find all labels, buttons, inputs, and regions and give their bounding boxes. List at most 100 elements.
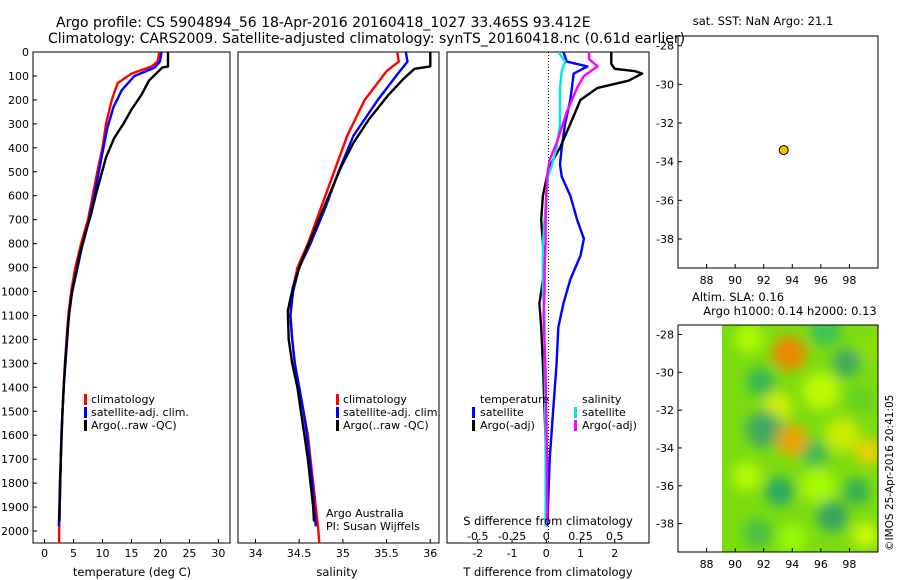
x-tick-label: 30 — [211, 547, 225, 560]
diff-legend-t-sat: satellite — [480, 406, 524, 419]
sla-x-axis: 88 90 92 94 96 98 — [700, 548, 856, 571]
difference-panel: -2 -1 0 1 2 -0.5 -0.25 0 0.25 0.5 T difference fr… — [446, 51, 650, 579]
x-tick-label: 92 — [757, 558, 771, 571]
y-tick-label: 1700 — [1, 453, 29, 466]
x-tick-label: 0 — [41, 547, 48, 560]
diff-legend-t-argo: Argo(-adj) — [480, 419, 535, 432]
series-line-argo-raw-qc — [58, 52, 170, 522]
sla-blob — [778, 524, 807, 552]
series-line-salinity-argo-adj — [542, 52, 599, 522]
y-tick-label: -38 — [656, 518, 674, 531]
diff-legend-swatch-t-sat — [472, 407, 475, 418]
x-tick-label: 34 — [248, 547, 262, 560]
sla-blob — [746, 367, 776, 397]
legend-label-argo: Argo(..raw -QC) — [91, 419, 177, 432]
temperature-panel: 0100200300400500600700800900100011001200… — [1, 46, 231, 579]
sla-blob — [802, 372, 840, 410]
y-tick-label: 800 — [8, 238, 29, 251]
sst-y-axis: -28 -30 -32 -34 -36 -38 — [656, 40, 682, 246]
series-line-temperature-argo-adj — [538, 52, 644, 522]
sal-legend-swatch-climatology — [336, 394, 339, 405]
sla-blob — [800, 468, 836, 503]
x-tick-label: 96 — [814, 558, 828, 571]
temperature-legend: climatology satellite-adj. clim. Argo(..… — [84, 393, 189, 432]
y-tick-label: 1100 — [1, 309, 29, 322]
y-tick-label: 1600 — [1, 429, 29, 442]
series-line-satellite-adj-clim — [289, 52, 409, 527]
diff-legend-s-argo: Argo(-adj) — [582, 419, 637, 432]
sst-title: sat. SST: NaN Argo: 21.1 — [693, 14, 834, 28]
temperature-xlabel: temperature (deg C) — [73, 565, 191, 579]
top-tick-label: 0.25 — [568, 530, 593, 543]
y-tick-label: 900 — [8, 262, 29, 275]
header-line2: Climatology: CARS2009. Satellite-adjuste… — [48, 31, 685, 47]
sla-heatmap — [722, 325, 878, 552]
sla-y-axis: -28 -30 -32 -34 -36 -38 — [656, 328, 682, 531]
sla-blob — [745, 410, 783, 448]
difference-x-axis: -2 -1 0 1 2 -0.5 -0.25 0 0.25 0.5 — [467, 530, 623, 560]
series-line-satellite-adj-clim — [57, 52, 163, 527]
sla-blob — [843, 478, 870, 505]
sla-blob — [776, 424, 808, 457]
top-tick-label: 0.5 — [606, 530, 624, 543]
x-tick-label: 15 — [125, 547, 139, 560]
salinity-panel: 34 34.5 35 35.5 36 salinity climatology sate… — [237, 51, 441, 579]
difference-xlabel: T difference from climatology — [462, 565, 633, 579]
y-tick-label: -30 — [656, 366, 674, 379]
x-tick-label: 92 — [757, 274, 771, 287]
salinity-x-axis: 34 34.5 35 35.5 36 — [248, 539, 437, 560]
difference-top-xlabel: S difference from climatology — [463, 514, 633, 528]
annotation-pi: PI: Susan Wijffels — [326, 520, 420, 533]
sst-frame — [677, 35, 879, 269]
y-tick-label: 1800 — [1, 477, 29, 490]
x-tick-label: 94 — [785, 558, 799, 571]
salinity-legend: climatology satellite-adj. clim. Argo(..… — [336, 393, 441, 432]
annotation-argo-australia: Argo Australia — [326, 507, 404, 520]
salinity-frame — [237, 51, 440, 544]
sla-blob — [816, 500, 848, 532]
diff-legend-title-temperature: temperature — [480, 393, 549, 406]
x-tick-label: -1 — [507, 547, 518, 560]
y-tick-label: -28 — [656, 40, 674, 53]
temperature-series — [57, 52, 170, 543]
diff-legend-swatch-t-argo — [472, 420, 475, 431]
x-tick-label: 10 — [96, 547, 110, 560]
top-tick-label: -0.25 — [498, 530, 526, 543]
sla-title: Altim. SLA: 0.16 — [692, 290, 784, 304]
x-tick-label: 98 — [842, 274, 856, 287]
imos-watermark: ©IMOS 25-Apr-2016 20:41:05 — [884, 395, 896, 551]
y-tick-label: 400 — [8, 142, 29, 155]
sal-legend-swatch-satellite — [336, 407, 339, 418]
top-tick-label: -0.5 — [467, 530, 488, 543]
x-tick-label: -2 — [472, 547, 483, 560]
salinity-xlabel: salinity — [316, 565, 357, 579]
sla-blob — [825, 417, 860, 452]
y-tick-label: 1900 — [1, 501, 29, 514]
sal-legend-label-argo: Argo(..raw -QC) — [343, 419, 429, 432]
sla-blob — [858, 336, 878, 363]
x-tick-label: 88 — [700, 274, 714, 287]
temperature-x-axis: 0 5 10 15 20 25 30 — [41, 539, 225, 560]
sla-blob — [743, 518, 773, 548]
diff-legend-swatch-s-sat — [574, 407, 577, 418]
sla-blob — [802, 440, 829, 467]
x-tick-label: 90 — [728, 274, 742, 287]
top-tick-label: 0 — [543, 530, 550, 543]
x-tick-label: 98 — [842, 558, 856, 571]
x-tick-label: 96 — [814, 274, 828, 287]
y-tick-label: 1500 — [1, 405, 29, 418]
legend-label-climatology: climatology — [91, 393, 155, 406]
sla-frame — [677, 324, 879, 553]
x-tick-label: 25 — [182, 547, 196, 560]
y-tick-label: -32 — [656, 404, 674, 417]
sal-legend-swatch-argo — [336, 420, 339, 431]
sla-blob — [765, 477, 794, 506]
sla-subtitle: Argo h1000: 0.14 h2000: 0.13 — [703, 304, 876, 318]
x-tick-label: 88 — [700, 558, 714, 571]
sla-blob — [735, 325, 764, 353]
sst-points — [778, 145, 789, 156]
y-tick-label: 100 — [8, 70, 29, 83]
y-tick-label: -36 — [656, 194, 674, 207]
series-line-argo-raw-qc — [286, 52, 432, 522]
y-tick-label: -32 — [656, 117, 674, 130]
